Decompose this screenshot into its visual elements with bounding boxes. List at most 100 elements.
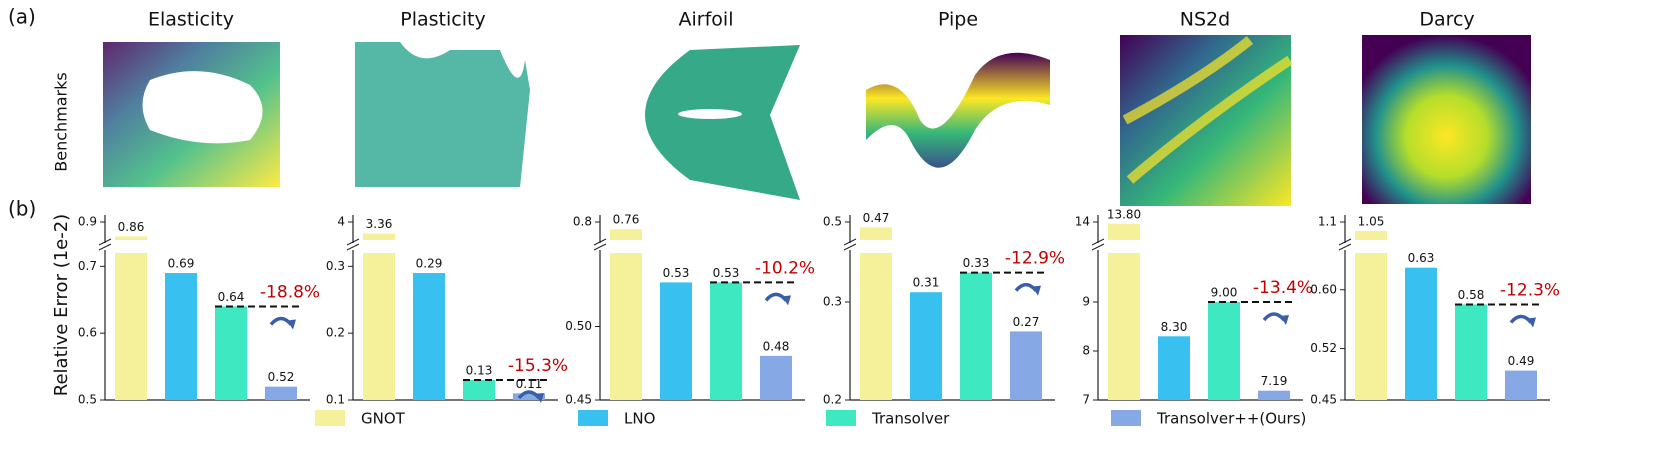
legend-swatch [826,410,856,426]
value-label: 7.19 [1261,374,1288,388]
axis-break [843,238,857,251]
bar [760,355,792,400]
value-label: 0.63 [1408,251,1435,265]
y-tick-label: 0.8 [573,215,592,229]
plasticity-image [355,42,530,187]
y-tick-label: 14 [1075,215,1090,229]
legend-swatch [578,410,608,426]
value-label: 0.27 [1013,315,1040,329]
bar [960,272,992,400]
value-label: 1.05 [1358,215,1385,229]
bar-upper [1355,231,1387,240]
improvement-label: -12.3% [1500,280,1560,300]
airfoil-wing [678,109,742,119]
chart-title: Airfoil [679,9,734,31]
axis-break [98,238,112,251]
bar-upper [860,227,892,240]
value-label: 0.58 [1458,288,1485,302]
darcy-image [1362,35,1531,204]
value-label: 0.29 [416,257,443,271]
value-label: 0.53 [713,266,740,280]
pipe-image [866,52,1050,168]
value-label: 0.69 [168,257,195,271]
improvement-label: -10.2% [755,258,815,278]
arrow-head [782,295,791,306]
legend-swatch [1111,410,1141,426]
legend-label: LNO [624,410,655,428]
y-tick-label: 0.9 [78,215,97,229]
legend-label: Transolver [871,410,950,428]
y-tick-label: 0.5 [78,393,97,407]
value-label: 13.80 [1107,207,1141,221]
axis-break [593,238,607,251]
bar [910,292,942,400]
bar-upper [610,229,642,240]
legend-label: GNOT [361,410,406,428]
benchmark-images [103,35,1531,206]
value-label: 0.53 [663,266,690,280]
bar [513,393,545,400]
bar [710,282,742,400]
bar [413,273,445,400]
value-label: 8.30 [1161,320,1188,334]
value-label: 0.11 [516,377,543,391]
chart-title: Plasticity [400,9,485,31]
axis-break [1091,238,1105,251]
ns2d-swirl [1122,36,1293,184]
airfoil-image [645,45,800,200]
value-label: 0.64 [218,290,245,304]
y-tick-label: 0.6 [78,326,97,340]
value-label: 3.36 [366,217,393,231]
bar [1010,331,1042,400]
improvement-label: -18.8% [260,282,320,302]
y-tick-label: 0.5 [823,215,842,229]
value-label: 0.47 [863,211,890,225]
panel-label: (b) [8,197,36,221]
y-tick-label: 0.50 [565,319,592,333]
bar [165,273,197,400]
y-tick-label: 0.52 [1310,341,1337,355]
bar [610,253,642,400]
axis-break [1338,238,1352,251]
bar [463,379,495,400]
chart-title: NS2d [1180,9,1230,31]
bar [215,306,247,400]
bar [1405,267,1437,400]
elasticity-hole [142,71,263,144]
value-label: 0.31 [913,276,940,290]
y-tick-label: 0.7 [78,259,97,273]
bar-upper [363,233,395,240]
y-tick-label: 0.60 [1310,282,1337,296]
bar [660,282,692,400]
y-tick-label: 0.1 [326,393,345,407]
y-tick-label: 8 [1082,344,1090,358]
y-tick-label: 1.1 [1318,215,1337,229]
y-tick-label: 0.45 [1310,393,1337,407]
bar [265,386,297,400]
y-tick-label: 7 [1082,393,1090,407]
y-tick-label: 9 [1082,295,1090,309]
arrow-head [1280,315,1289,325]
improvement-label: -15.3% [508,356,568,376]
value-label: 0.48 [763,339,790,353]
value-label: 0.52 [268,370,295,384]
arrow-head [1527,317,1536,328]
arrow-head [287,319,296,330]
y-tick-label: 0.3 [823,295,842,309]
bar [115,253,147,400]
legend-swatch [315,410,345,426]
row-label: Benchmarks [52,72,71,171]
y-tick-label: 4 [337,215,345,229]
bar [1258,390,1290,400]
improvement-label: -12.9% [1005,249,1065,269]
chart-title: Elasticity [148,9,234,31]
bar [363,253,395,400]
bar [1505,370,1537,400]
bar [1108,253,1140,400]
bar [1355,253,1387,400]
bar [1158,336,1190,400]
value-label: 0.13 [466,363,493,377]
value-label: 9.00 [1211,286,1238,300]
charts: Elasticity 0.5 0.6 0.7 0.9 0.86 0.69 0.64 0.52 -1… [78,9,1560,407]
